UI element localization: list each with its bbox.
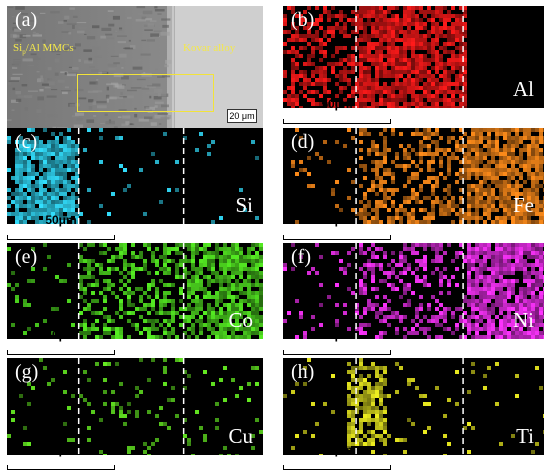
panel-g-letter: (g): [15, 361, 39, 383]
cu-map-panel: (g) Cu: [7, 358, 263, 455]
fe-scale-bar: 50μm: [283, 213, 391, 242]
si-scale-label: 50μm: [45, 213, 77, 227]
cu-scale-bar: 50μm: [7, 443, 115, 472]
ti-scale-bar: 50μm: [283, 443, 391, 472]
ti-scale-label: 50μm: [321, 443, 353, 457]
sem-image-panel: (a) Sip/Al MMCs Kovar alloy 20 μm: [7, 6, 263, 129]
fe-scale-label: 50μm: [321, 213, 353, 227]
panel-h-letter: (h): [291, 361, 315, 383]
ni-scale-label: 50μm: [321, 328, 353, 342]
al-scale-label: 50μm: [321, 97, 353, 111]
al-map-panel: (b) Al: [283, 6, 544, 108]
si-map-panel: (c) Si: [7, 128, 263, 224]
ni-map-panel: (f) Ni: [283, 243, 544, 339]
sip-al-mmcs-label: Sip/Al MMCs: [13, 42, 74, 57]
si-map: [7, 128, 259, 224]
ni-scale-bar: 50μm: [283, 328, 391, 357]
ni-map: [283, 243, 544, 339]
ti-map-panel: (h) Ti: [283, 358, 544, 455]
co-element-label: Co: [228, 308, 253, 332]
cu-scale-label: 50μm: [45, 443, 77, 457]
co-scale-label: 50μm: [45, 328, 77, 342]
panel-c-letter: (c): [15, 131, 38, 153]
co-map-panel: (e) Co: [7, 243, 263, 339]
al-element-label: Al: [513, 77, 534, 101]
sem-image: [7, 6, 263, 129]
si-scale-bar: 50μm: [7, 213, 115, 242]
si-element-label: Si: [235, 193, 253, 217]
fe-element-label: Fe: [513, 193, 534, 217]
ti-map: [283, 358, 544, 455]
panel-f-letter: (f): [291, 246, 311, 268]
al-scale-bar: 50μm: [283, 97, 391, 126]
co-map: [7, 243, 263, 339]
al-map: [283, 6, 467, 108]
ti-element-label: Ti: [516, 424, 534, 448]
sem-scale-bar: 20 μm: [227, 109, 257, 123]
fe-map-panel: (d) Fe: [283, 128, 544, 224]
cu-map: [7, 358, 263, 455]
panel-e-letter: (e): [15, 246, 38, 268]
kovar-alloy-label: Kovar alloy: [183, 42, 236, 54]
panel-a-letter: (a): [15, 9, 38, 31]
panel-b-letter: (b): [291, 9, 315, 31]
region-of-interest-box: [77, 74, 214, 112]
fe-map: [291, 128, 544, 224]
ni-element-label: Ni: [513, 308, 534, 332]
cu-element-label: Cu: [228, 424, 253, 448]
co-scale-bar: 50μm: [7, 328, 115, 357]
panel-d-letter: (d): [291, 131, 315, 153]
